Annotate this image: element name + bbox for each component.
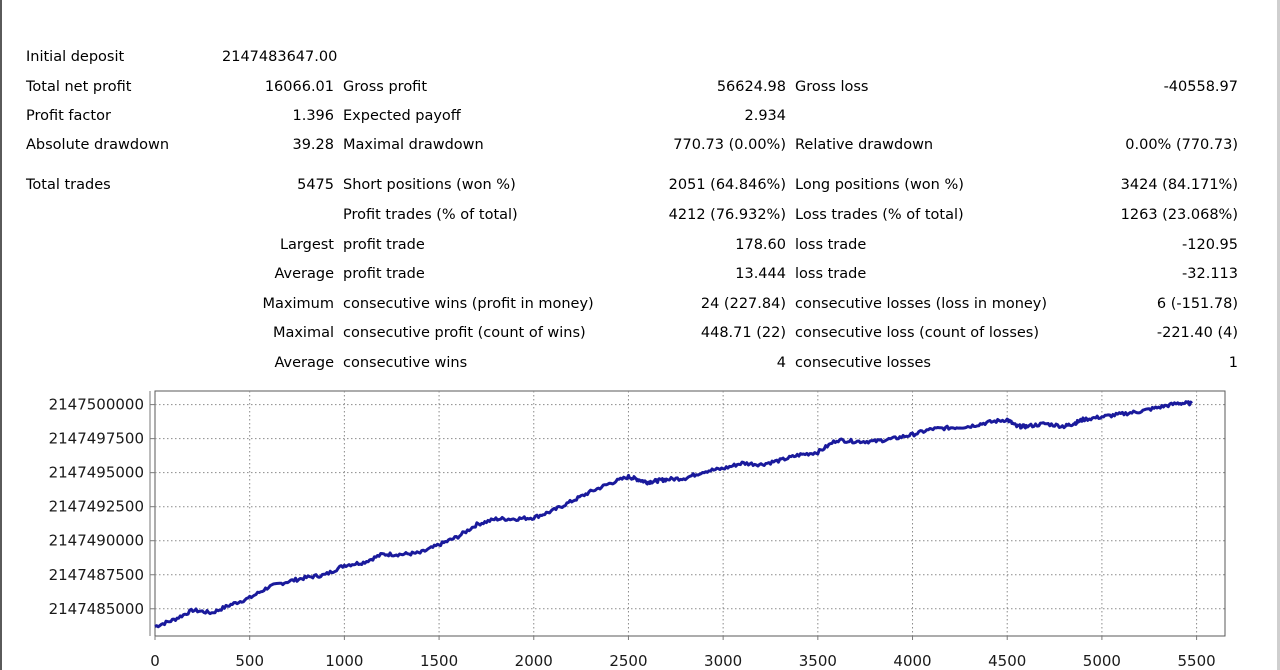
- gross-profit-label: Gross profit: [343, 79, 428, 95]
- maximal-consecutive-loss-label: consecutive loss (count of losses): [795, 325, 1040, 341]
- window-right-border: [1277, 0, 1280, 670]
- relative-drawdown-label: Relative drawdown: [795, 137, 934, 153]
- loss-trades-value: 1263 (23.068%): [1120, 207, 1238, 223]
- relative-drawdown-value: 0.00% (770.73): [1125, 137, 1238, 153]
- largest-loss-trade-value: -120.95: [1182, 237, 1238, 253]
- total-trades-value: 5475: [297, 177, 334, 193]
- balance-chart: 0 500 1000 1500 2000 2500 3000 3500 4000 4500 5000…: [0, 380, 1280, 670]
- average-prefix: Average: [274, 266, 334, 282]
- maximal-consecutive-profit-label: consecutive profit (count of wins): [343, 325, 586, 341]
- gross-loss-value: -40558.97: [1163, 79, 1238, 95]
- report-summary: Initial deposit 2147483647.00 Total net …: [26, 49, 1238, 371]
- y-tick-label: 2147500000: [49, 396, 144, 414]
- average-loss-trade-label: loss trade: [795, 266, 867, 282]
- short-positions-value: 2051 (64.846%): [668, 177, 786, 193]
- maximal-consecutive-profit-value: 448.71 (22): [700, 325, 786, 341]
- loss-trades-label: Loss trades (% of total): [795, 207, 964, 223]
- average-loss-trade-value: -32.113: [1182, 266, 1238, 282]
- absolute-drawdown-value: 39.28: [292, 137, 334, 153]
- average-profit-trade-value: 13.444: [735, 266, 786, 282]
- average-consecutive-losses-label: consecutive losses: [795, 355, 931, 371]
- total-net-profit-value: 16066.01: [264, 79, 334, 95]
- x-tick-label: 1000: [325, 652, 363, 670]
- total-trades-label: Total trades: [26, 177, 111, 193]
- profit-factor-value: 1.396: [292, 108, 334, 124]
- gross-loss-label: Gross loss: [795, 79, 869, 95]
- axis-ticks: [149, 391, 1198, 640]
- x-tick-label: 500: [235, 652, 264, 670]
- expected-payoff-value: 2.934: [744, 108, 786, 124]
- series-layer: [154, 400, 1193, 629]
- y-tick-labels: 2147500000 2147497500 2147495000 2147492500…: [49, 396, 144, 618]
- largest-prefix: Largest: [279, 237, 334, 253]
- profit-trades-value: 4212 (76.932%): [668, 207, 786, 223]
- short-positions-label: Short positions (won %): [343, 177, 516, 193]
- balance-series-line: [154, 400, 1193, 629]
- x-tick-label: 2000: [515, 652, 553, 670]
- max-consecutive-losses-label: consecutive losses (loss in money): [795, 296, 1048, 312]
- maximal-drawdown-label: Maximal drawdown: [343, 137, 484, 153]
- largest-profit-trade-label: profit trade: [343, 237, 425, 253]
- window-left-border: [0, 0, 2, 670]
- x-tick-label: 1500: [420, 652, 458, 670]
- x-tick-label: 5500: [1177, 652, 1215, 670]
- x-tick-label: 3000: [704, 652, 742, 670]
- average-consecutive-wins-label: consecutive wins: [343, 355, 468, 371]
- maximal-prefix: Maximal: [272, 325, 334, 341]
- average-consecutive-prefix: Average: [274, 355, 334, 371]
- profit-trades-label: Profit trades (% of total): [343, 207, 518, 223]
- x-tick-label: 2500: [609, 652, 647, 670]
- gross-profit-value: 56624.98: [716, 79, 786, 95]
- x-tick-label: 5000: [1083, 652, 1121, 670]
- maximal-drawdown-value: 770.73 (0.00%): [673, 137, 786, 153]
- x-tick-label: 4000: [893, 652, 931, 670]
- average-consecutive-wins-value: 4: [776, 355, 786, 371]
- average-consecutive-losses-value: 1: [1228, 355, 1238, 371]
- profit-factor-label: Profit factor: [26, 108, 111, 124]
- long-positions-label: Long positions (won %): [795, 177, 964, 193]
- maximal-consecutive-loss-value: -221.40 (4): [1156, 325, 1238, 341]
- y-tick-label: 2147495000: [49, 464, 144, 482]
- y-tick-label: 2147497500: [49, 430, 144, 448]
- initial-deposit-label: Initial deposit: [26, 49, 125, 65]
- balance-chart-svg: 0 500 1000 1500 2000 2500 3000 3500 4000 4500 5000…: [49, 390, 1226, 670]
- x-tick-label: 4500: [988, 652, 1026, 670]
- maximum-prefix: Maximum: [262, 296, 334, 312]
- x-tick-labels: 0 500 1000 1500 2000 2500 3000 3500 4000 4500 5000…: [150, 652, 1215, 670]
- max-consecutive-wins-label: consecutive wins (profit in money): [343, 296, 594, 312]
- long-positions-value: 3424 (84.171%): [1120, 177, 1238, 193]
- average-profit-trade-label: profit trade: [343, 266, 425, 282]
- expected-payoff-label: Expected payoff: [343, 108, 461, 124]
- max-consecutive-losses-value: 6 (-151.78): [1156, 296, 1238, 312]
- total-net-profit-label: Total net profit: [26, 79, 132, 95]
- y-tick-label: 2147487500: [49, 566, 144, 584]
- y-tick-label: 2147490000: [49, 532, 144, 550]
- y-tick-label: 2147492500: [49, 498, 144, 516]
- largest-profit-trade-value: 178.60: [735, 237, 786, 253]
- initial-deposit-value: 2147483647.00: [222, 49, 338, 65]
- x-tick-label: 3500: [799, 652, 837, 670]
- max-consecutive-wins-value: 24 (227.84): [700, 296, 786, 312]
- y-tick-label: 2147485000: [49, 600, 144, 618]
- absolute-drawdown-label: Absolute drawdown: [26, 137, 170, 153]
- x-tick-label: 0: [150, 652, 160, 670]
- largest-loss-trade-label: loss trade: [795, 237, 867, 253]
- plot-area-frame: [154, 390, 1226, 637]
